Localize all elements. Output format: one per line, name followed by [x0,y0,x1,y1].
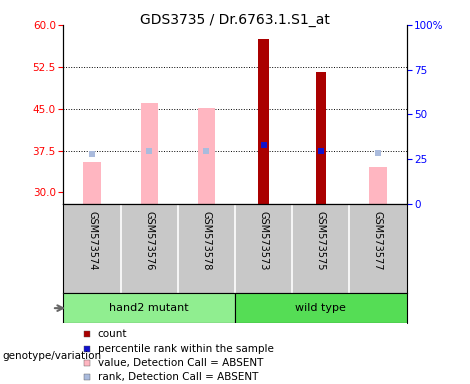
Text: GSM573576: GSM573576 [144,211,154,270]
Text: count: count [98,329,127,339]
Bar [84,162,101,204]
Text: percentile rank within the sample: percentile rank within the sample [98,344,274,354]
Text: wild type: wild type [295,303,346,313]
Text: GSM573574: GSM573574 [87,211,97,270]
Bar [63,293,235,323]
Bar [316,73,326,204]
Bar [235,293,407,323]
Text: GSM573578: GSM573578 [202,211,212,270]
Bar [258,39,269,204]
Text: GDS3735 / Dr.6763.1.S1_at: GDS3735 / Dr.6763.1.S1_at [140,13,330,27]
Bar [369,167,386,204]
Text: hand2 mutant: hand2 mutant [110,303,189,313]
Bar [141,103,158,204]
Text: rank, Detection Call = ABSENT: rank, Detection Call = ABSENT [98,372,258,382]
Text: GSM573573: GSM573573 [258,211,268,270]
Text: genotype/variation: genotype/variation [2,351,102,361]
Text: GSM573575: GSM573575 [316,211,326,270]
Text: GSM573577: GSM573577 [373,211,383,270]
Bar [198,108,215,204]
Text: value, Detection Call = ABSENT: value, Detection Call = ABSENT [98,358,263,368]
